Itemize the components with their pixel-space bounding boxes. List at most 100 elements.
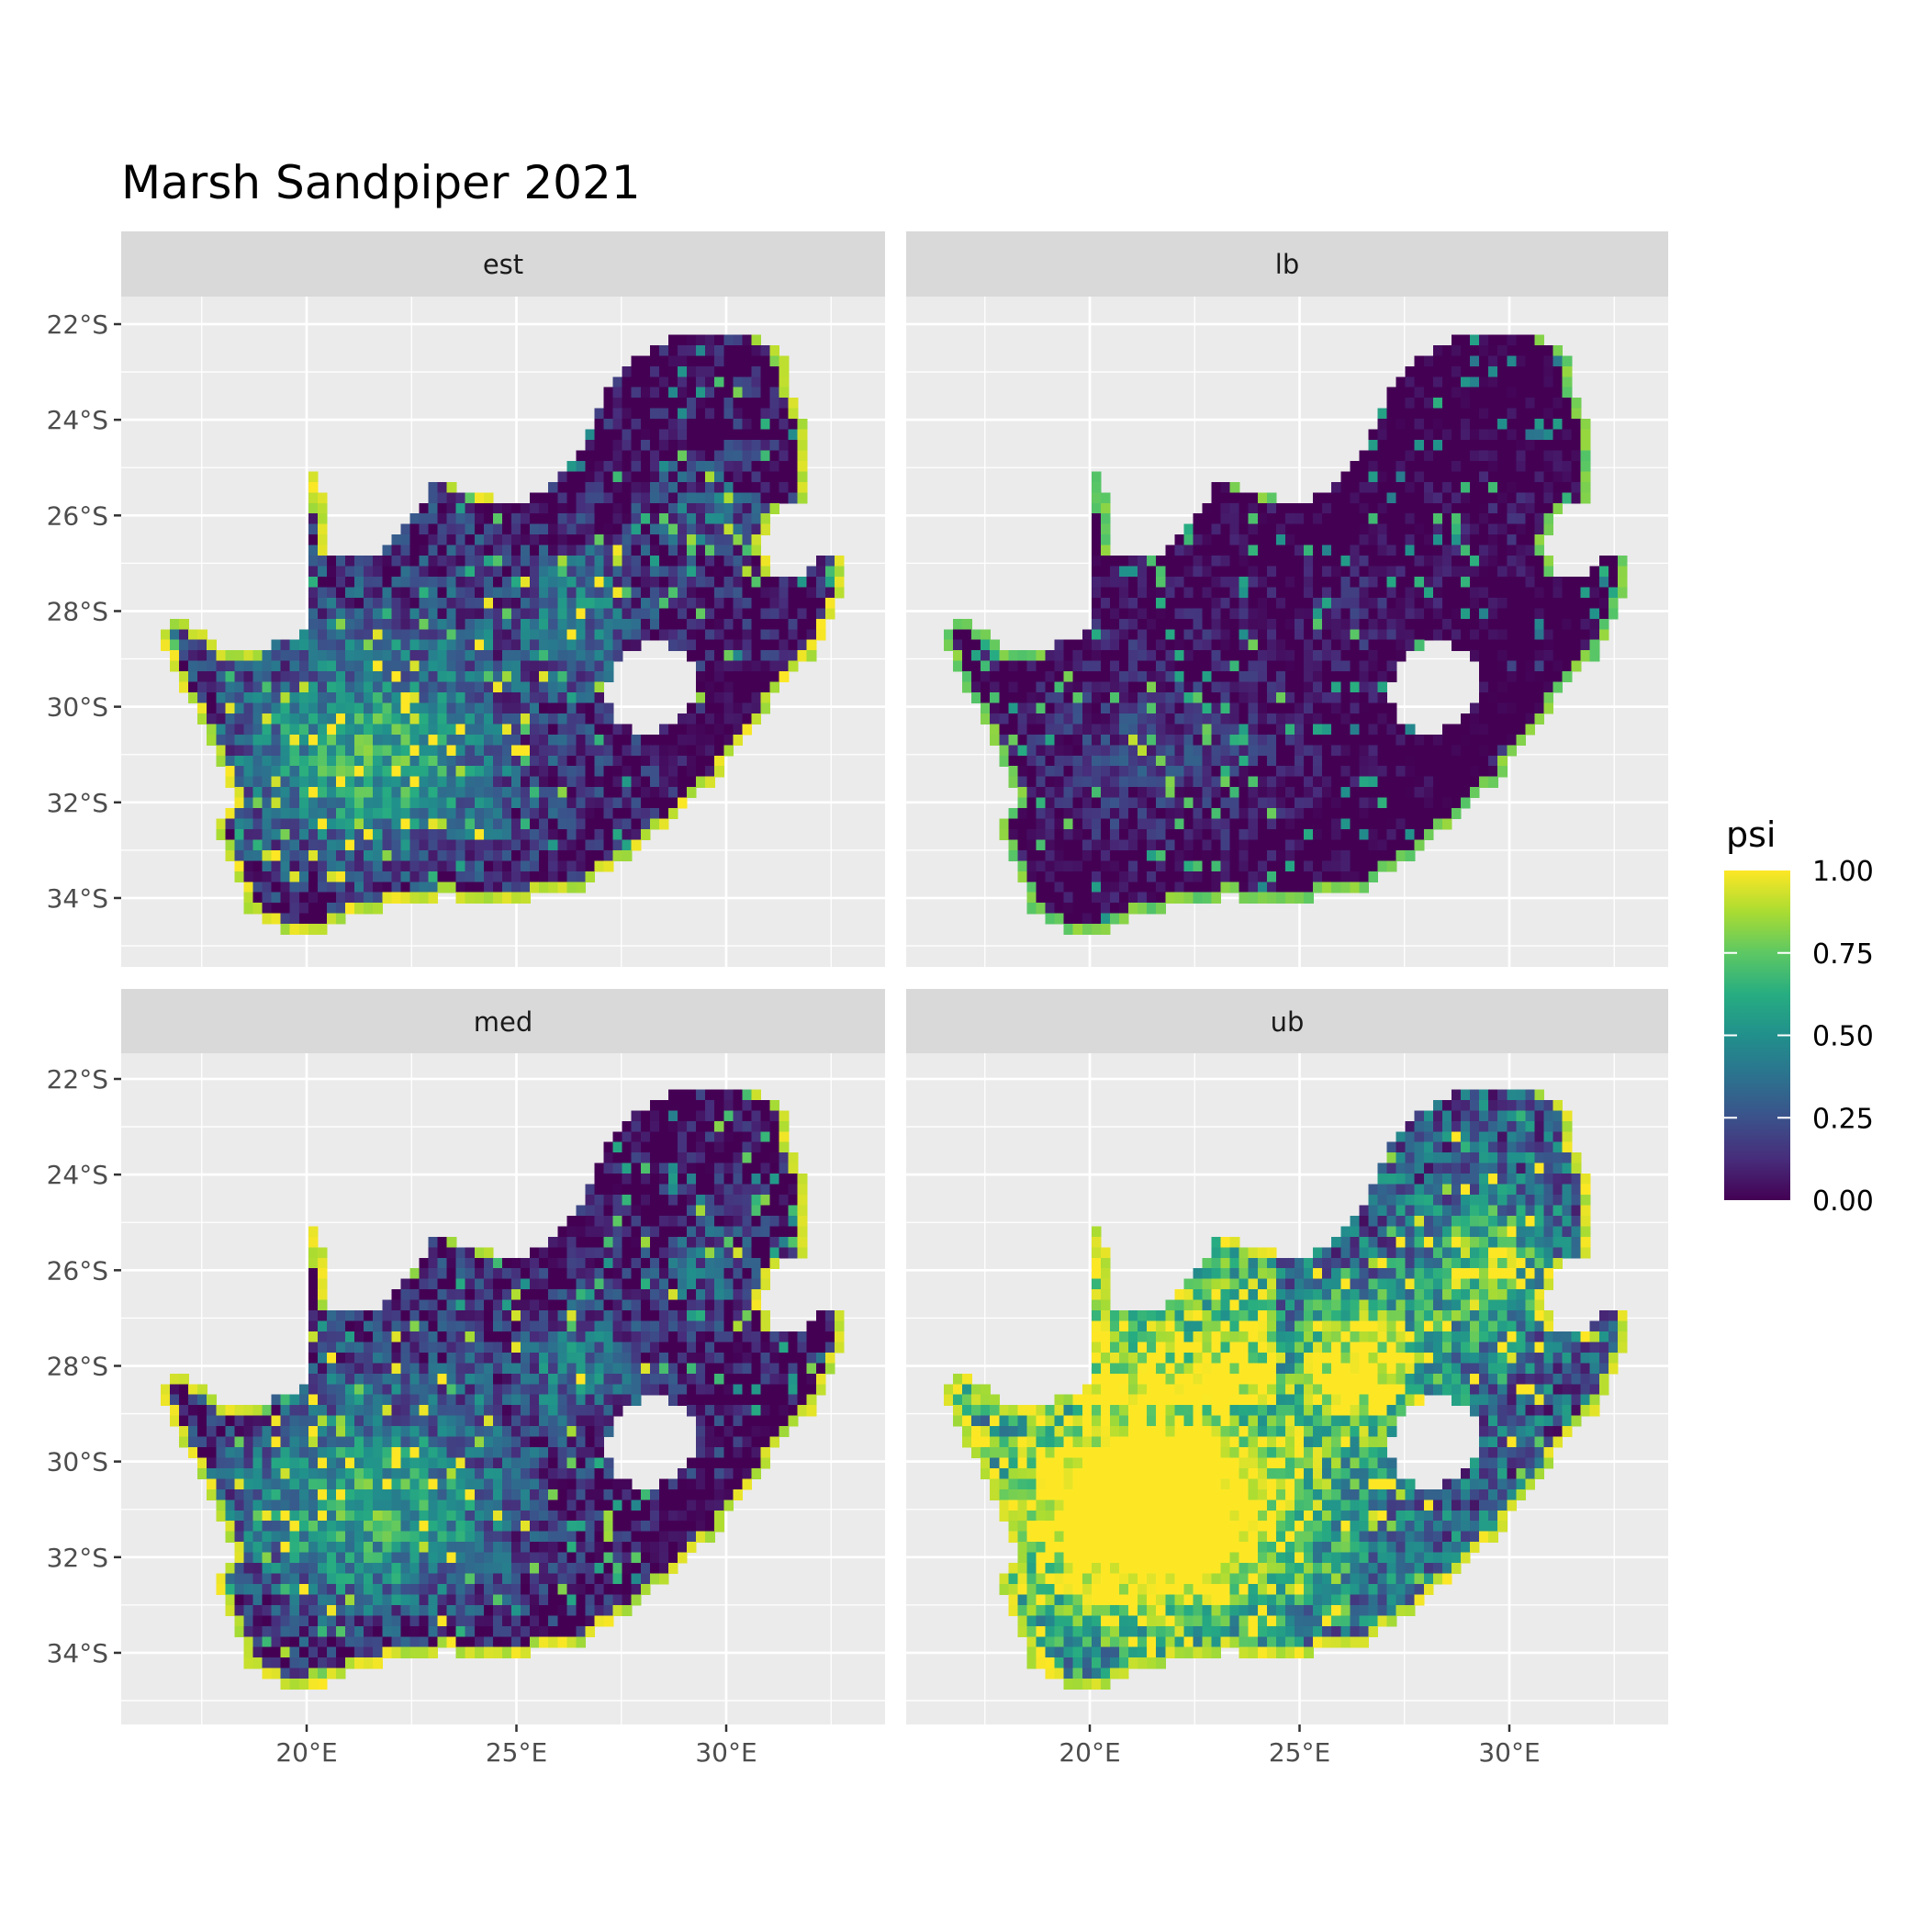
raster-cell: [1479, 735, 1489, 746]
raster-cell: [687, 724, 697, 735]
raster-cell: [1101, 671, 1111, 682]
raster-cell: [1452, 461, 1462, 472]
raster-cell: [761, 640, 771, 651]
raster-cell: [1516, 461, 1526, 472]
raster-cell: [595, 513, 605, 524]
raster-cell: [779, 1142, 790, 1153]
raster-cell: [632, 513, 642, 524]
raster-cell: [243, 839, 253, 850]
raster-cell: [1203, 871, 1213, 882]
raster-cell: [1221, 692, 1231, 703]
raster-cell: [641, 524, 651, 535]
raster-cell: [1249, 567, 1259, 578]
raster-cell: [613, 1174, 623, 1185]
raster-cell: [1230, 850, 1240, 861]
raster-cell: [650, 787, 660, 798]
raster-cell: [484, 629, 494, 640]
raster-cell: [465, 524, 476, 535]
raster-cell: [798, 1195, 808, 1206]
raster-cell: [1101, 808, 1111, 819]
raster-cell: [1544, 524, 1554, 535]
raster-cell: [613, 1142, 623, 1153]
raster-cell: [548, 608, 558, 619]
raster-cell: [576, 661, 586, 672]
raster-cell: [336, 682, 346, 693]
raster-cell: [272, 871, 282, 882]
raster-cell: [1553, 409, 1564, 420]
raster-cell: [566, 661, 577, 672]
raster-cell: [1442, 409, 1452, 420]
raster-cell: [687, 1100, 697, 1111]
raster-cell: [493, 798, 503, 809]
raster-cell: [1092, 503, 1102, 514]
raster-cell: [1378, 661, 1388, 672]
raster-cell: [678, 461, 688, 472]
raster-cell: [1479, 471, 1489, 482]
raster-cell: [188, 692, 198, 703]
raster-cell: [761, 692, 771, 703]
raster-cell: [1174, 819, 1184, 830]
raster-cell: [327, 850, 337, 861]
raster-cell: [650, 745, 660, 756]
raster-cell: [696, 1185, 706, 1196]
raster-cell: [493, 524, 503, 535]
raster-cell: [789, 1185, 799, 1196]
raster-cell: [1359, 567, 1369, 578]
raster-cell: [1590, 629, 1600, 640]
raster-cell: [723, 650, 734, 661]
raster-cell: [557, 567, 567, 578]
raster-cell: [1534, 587, 1544, 598]
raster-cell: [696, 376, 706, 388]
raster-cell: [1110, 577, 1120, 588]
raster-cell: [253, 745, 263, 756]
raster-cell: [354, 850, 364, 861]
raster-cell: [382, 850, 392, 861]
raster-cell: [263, 850, 273, 861]
raster-cell: [429, 829, 439, 840]
raster-cell: [391, 703, 401, 714]
raster-cell: [1193, 893, 1203, 904]
raster-cell: [576, 619, 586, 630]
raster-cell: [1285, 766, 1295, 777]
raster-cell: [1258, 860, 1268, 871]
raster-cell: [751, 640, 761, 651]
raster-cell: [1082, 882, 1093, 893]
raster-cell: [1304, 534, 1314, 545]
raster-cell: [1507, 735, 1517, 746]
raster-cell: [1563, 671, 1573, 682]
raster-cell: [281, 839, 291, 850]
raster-cell: [622, 430, 633, 441]
raster-cell: [1174, 724, 1184, 735]
raster-cell: [1037, 829, 1047, 840]
raster-cell: [243, 808, 253, 819]
raster-cell: [632, 451, 642, 462]
raster-cell: [557, 819, 567, 830]
raster-cell: [705, 1152, 715, 1163]
raster-cell: [1138, 787, 1148, 798]
raster-cell: [484, 513, 494, 524]
raster-cell: [1497, 524, 1508, 535]
raster-cell: [539, 513, 549, 524]
raster-cell: [429, 661, 439, 672]
raster-cell: [1267, 808, 1277, 819]
raster-cell: [336, 882, 346, 893]
raster-cell: [1488, 640, 1498, 651]
raster-cell: [263, 871, 273, 882]
raster-cell: [1525, 661, 1535, 672]
raster-cell: [308, 829, 319, 840]
raster-cell: [687, 1163, 697, 1174]
raster-cell: [1507, 671, 1517, 682]
raster-cell: [650, 587, 660, 598]
raster-cell: [1026, 819, 1037, 830]
raster-cell: [1082, 756, 1093, 767]
raster-cell: [659, 598, 669, 609]
raster-cell: [761, 661, 771, 672]
raster-cell: [595, 798, 605, 809]
raster-cell: [493, 682, 503, 693]
raster-cell: [1064, 650, 1074, 661]
raster-cell: [1212, 787, 1222, 798]
raster-cell: [1461, 503, 1471, 514]
raster-cell: [1507, 451, 1517, 462]
raster-cell: [1221, 882, 1231, 893]
raster-cell: [1249, 577, 1259, 588]
